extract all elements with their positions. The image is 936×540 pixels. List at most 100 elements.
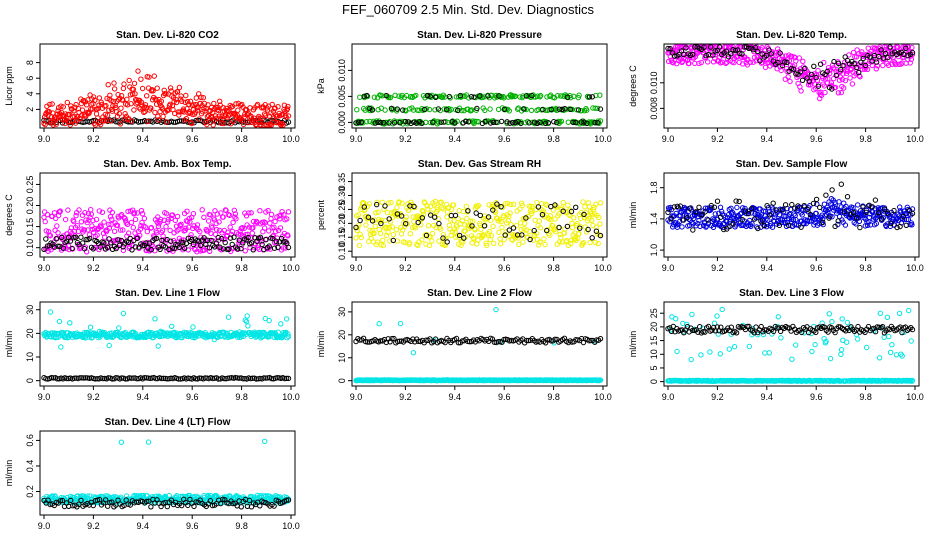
data-point: [755, 46, 762, 52]
data-point: [493, 119, 499, 126]
data-point: [248, 240, 255, 246]
data-point: [908, 338, 914, 344]
data-point: [124, 102, 131, 108]
x-tick-label: 10.0: [594, 134, 612, 144]
data-point: [280, 245, 286, 251]
data-point: [412, 225, 419, 231]
data-point: [755, 212, 762, 218]
data-point: [777, 50, 783, 56]
data-point: [589, 94, 595, 100]
y-axis-label: ml/min: [4, 331, 14, 358]
data-point: [446, 222, 453, 229]
data-point: [558, 118, 565, 125]
plot-frame: [663, 301, 920, 387]
data-point: [278, 122, 284, 128]
data-point: [41, 120, 47, 127]
data-point: [587, 239, 593, 246]
data-point: [436, 238, 442, 244]
data-point: [220, 105, 226, 111]
data-point: [199, 207, 205, 213]
data-point: [371, 94, 378, 100]
data-point: [446, 93, 453, 100]
data-point: [838, 351, 844, 358]
data-point: [759, 45, 765, 51]
data-point: [517, 94, 523, 100]
data-point: [381, 206, 387, 213]
data-point: [118, 439, 125, 445]
panel-title: Stan. Dev. Li-820 Pressure: [417, 30, 542, 41]
data-point: [576, 92, 582, 98]
data-point: [372, 120, 378, 126]
data-point: [580, 199, 586, 205]
data-point: [829, 187, 835, 193]
x-tick-label: 9.0: [38, 263, 51, 273]
data-point: [473, 210, 479, 216]
data-point: [498, 241, 504, 247]
data-point: [266, 228, 272, 234]
data-point: [155, 117, 162, 123]
data-point: [515, 105, 522, 111]
data-point: [148, 105, 154, 111]
data-point: [272, 218, 278, 225]
data-point: [148, 224, 155, 231]
data-point: [88, 211, 95, 217]
data-point: [118, 105, 124, 111]
data-point: [144, 228, 151, 235]
data-point: [109, 216, 115, 223]
data-point: [697, 223, 703, 230]
data-point: [132, 216, 139, 223]
data-point: [159, 228, 166, 234]
data-point: [143, 240, 149, 246]
data-point: [233, 216, 239, 222]
data-point: [144, 93, 150, 99]
data-point: [576, 230, 582, 237]
data-point: [733, 220, 739, 226]
panel-box-temp: Stan. Dev. Amb. Box Temp.9.0 9.2 9.4 9.6 9.8…: [4, 159, 300, 273]
data-point: [809, 348, 815, 355]
y-axis-label: kPa: [316, 78, 326, 94]
data-point: [208, 237, 214, 244]
data-point: [401, 223, 408, 230]
x-tick-label: 9.2: [711, 134, 724, 144]
data-point: [498, 118, 505, 125]
data-point: [106, 342, 112, 349]
panel-title: Stan. Dev. Li-820 CO2: [116, 30, 219, 41]
data-point: [224, 246, 230, 252]
data-point: [826, 311, 832, 317]
y-tick-label: 20: [337, 330, 347, 340]
data-point: [466, 95, 472, 101]
data-point: [426, 242, 433, 249]
data-point: [364, 92, 370, 99]
data-point: [372, 223, 378, 230]
data-point: [411, 203, 417, 210]
x-tick-label: 9.6: [810, 263, 823, 273]
data-point: [677, 213, 683, 219]
data-point: [230, 219, 236, 226]
data-point: [679, 224, 685, 230]
data-point: [183, 116, 190, 122]
data-point: [407, 240, 413, 246]
data-point: [541, 236, 547, 242]
data-point: [184, 99, 191, 105]
data-point: [42, 218, 48, 225]
data-point: [597, 92, 603, 98]
data-point: [109, 209, 116, 216]
data-point: [201, 214, 207, 221]
data-point: [589, 235, 595, 241]
data-point: [246, 210, 252, 216]
data-point: [169, 323, 175, 329]
data-point: [909, 44, 915, 51]
data-point: [487, 106, 493, 112]
data-point: [734, 204, 740, 211]
data-point: [842, 54, 848, 60]
data-point: [64, 99, 71, 106]
data-point: [578, 119, 584, 125]
data-point: [436, 220, 442, 227]
data-point: [121, 81, 127, 87]
data-point: [246, 224, 253, 230]
data-point: [714, 313, 720, 319]
data-point: [551, 119, 557, 125]
data-point: [394, 106, 400, 112]
data-point: [811, 63, 817, 70]
data-point: [172, 217, 179, 224]
